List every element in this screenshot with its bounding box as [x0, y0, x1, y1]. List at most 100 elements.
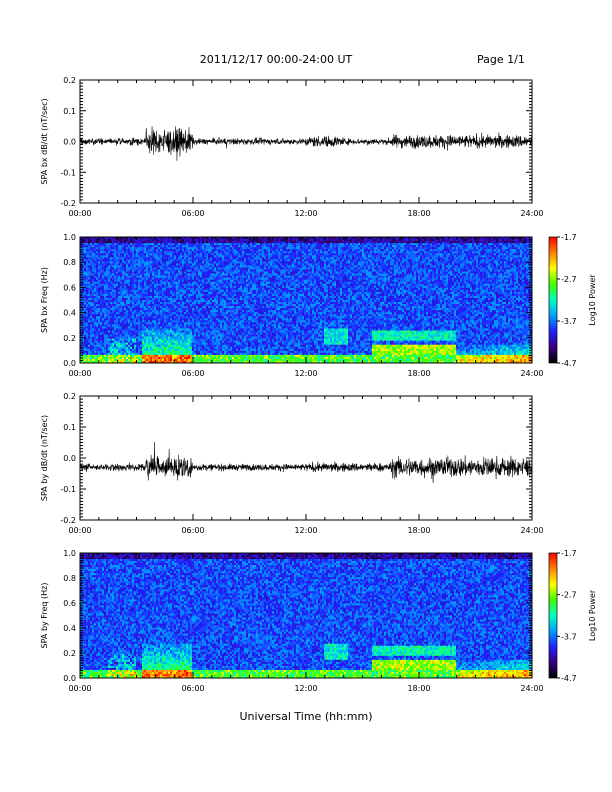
heat-cell: [150, 334, 153, 337]
heat-cell: [178, 316, 181, 319]
heat-cell: [118, 277, 121, 280]
heat-cell: [232, 312, 235, 315]
heat-cell: [176, 289, 179, 293]
heat-cell: [172, 336, 175, 339]
heat-cell: [220, 259, 223, 262]
heat-cell: [152, 257, 155, 260]
heat-cell: [170, 279, 173, 283]
heat-cell: [188, 336, 191, 339]
heat-cell: [160, 267, 163, 270]
heat-cell: [82, 360, 85, 364]
heat-cell: [188, 247, 191, 250]
heat-cell: [198, 310, 201, 313]
heat-cell: [200, 358, 203, 362]
heat-cell: [114, 336, 117, 339]
heat-cell: [138, 253, 141, 256]
heat-cell: [156, 304, 159, 307]
heat-cell: [222, 277, 225, 280]
heat-cell: [96, 251, 99, 254]
heat-cell: [102, 302, 105, 305]
heat-cell: [112, 257, 115, 260]
heat-cell: [226, 247, 229, 250]
heat-cell: [82, 293, 85, 297]
heat-cell: [234, 314, 237, 317]
heat-cell: [176, 344, 179, 348]
heat-cell: [186, 287, 189, 291]
heat-cell: [212, 314, 215, 317]
heat-cell: [88, 318, 91, 321]
heat-cell: [142, 243, 145, 246]
heat-cell: [166, 249, 169, 252]
heat-cell: [106, 324, 109, 327]
heat-cell: [208, 255, 211, 258]
heat-cell: [214, 251, 217, 254]
heat-cell: [140, 314, 143, 317]
heat-cell: [162, 273, 165, 276]
heat-cell: [100, 302, 103, 305]
heat-cell: [126, 293, 129, 297]
heat-cell: [168, 354, 171, 358]
heat-cell: [110, 344, 113, 348]
heat-cell: [114, 283, 117, 287]
heat-cell: [164, 275, 167, 278]
heat-cell: [86, 241, 89, 244]
x-tick-label: 06:00: [181, 209, 204, 218]
heat-cell: [186, 293, 189, 297]
heat-cell: [230, 283, 233, 287]
heat-cell: [134, 267, 137, 270]
heat-cell: [142, 285, 145, 289]
heat-cell: [142, 310, 145, 313]
heat-cell: [122, 263, 125, 266]
heat-cell: [220, 314, 223, 317]
heat-cell: [146, 291, 149, 295]
heat-cell: [144, 297, 147, 301]
heat-cell: [134, 265, 137, 268]
heat-cell: [80, 318, 83, 321]
heat-cell: [206, 255, 209, 258]
heat-cell: [106, 247, 109, 250]
heat-cell: [218, 289, 221, 293]
heat-cell: [168, 283, 171, 287]
heat-cell: [220, 356, 223, 360]
heat-cell: [84, 291, 87, 295]
heat-cell: [232, 253, 235, 256]
heat-cell: [212, 356, 215, 360]
heat-cell: [202, 302, 205, 305]
heat-cell: [84, 342, 87, 346]
heat-cell: [138, 326, 141, 329]
heat-cell: [88, 249, 91, 252]
heat-cell: [194, 269, 197, 272]
heat-cell: [104, 352, 107, 356]
heat-cell: [234, 243, 237, 246]
heat-cell: [122, 241, 125, 244]
heat-cell: [196, 291, 199, 295]
heat-cell: [164, 261, 167, 264]
heat-cell: [206, 318, 209, 321]
heat-cell: [148, 348, 151, 352]
heat-cell: [154, 348, 157, 352]
heat-cell: [204, 308, 207, 311]
heat-cell: [214, 269, 217, 272]
heat-cell: [230, 350, 233, 354]
heat-cell: [218, 310, 221, 313]
heat-cell: [168, 322, 171, 325]
heat-cell: [172, 279, 175, 283]
heat-cell: [148, 243, 151, 246]
heat-cell: [134, 324, 137, 327]
heat-cell: [86, 239, 89, 242]
heat-cell: [142, 358, 145, 362]
heat-cell: [220, 344, 223, 348]
heat-cell: [200, 350, 203, 354]
heat-cell: [228, 320, 231, 323]
heat-cell: [230, 257, 233, 260]
heat-cell: [194, 326, 197, 329]
heat-cell: [214, 241, 217, 244]
heat-cell: [148, 330, 151, 333]
heat-cell: [106, 306, 109, 309]
heat-cell: [148, 304, 151, 307]
heat-cell: [172, 332, 175, 335]
heat-cell: [154, 271, 157, 274]
heat-cell: [184, 293, 187, 297]
heat-cell: [194, 312, 197, 315]
heat-cell: [98, 346, 101, 350]
